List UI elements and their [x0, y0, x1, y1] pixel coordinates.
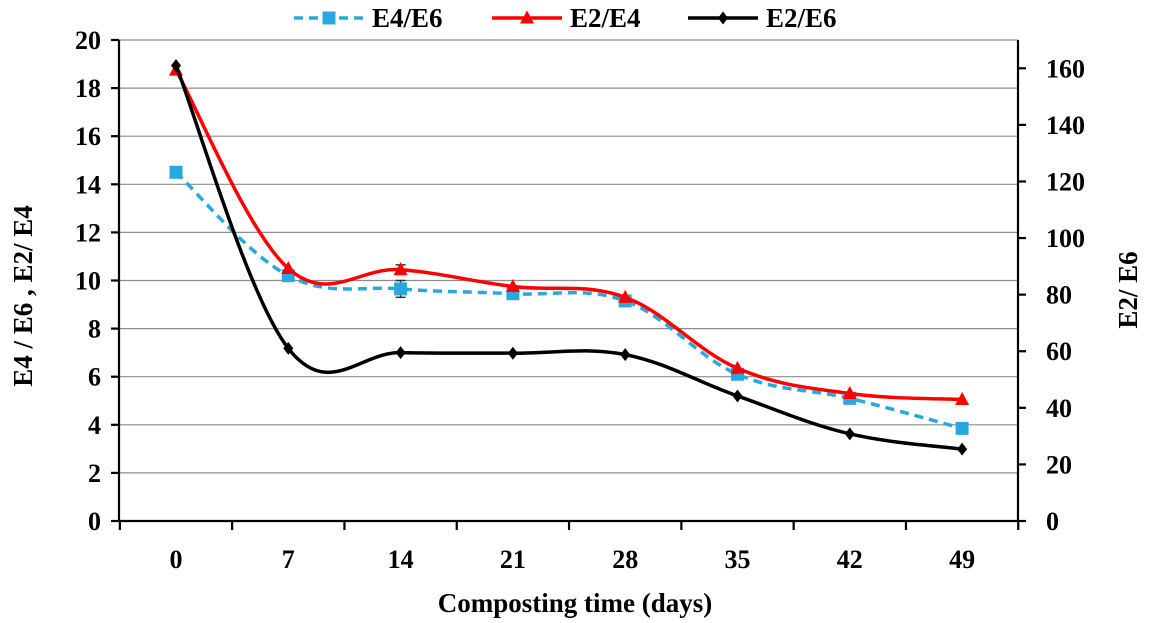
- left-y-tick-label: 12: [75, 218, 101, 247]
- x-tick-label: 7: [282, 545, 295, 574]
- data-point: [505, 279, 520, 293]
- series-line: [174, 170, 963, 431]
- right-y-axis-title: E2/ E6: [1113, 251, 1143, 328]
- left-y-tick-label: 20: [75, 26, 101, 55]
- legend-marker: [520, 10, 534, 24]
- data-point: [957, 442, 968, 456]
- legend-marker: [718, 11, 728, 25]
- x-tick-label: 35: [725, 545, 751, 574]
- data-point: [620, 348, 631, 362]
- data-point: [395, 346, 406, 360]
- left-y-tick-label: 0: [88, 507, 101, 536]
- series-e2-e6: [171, 58, 968, 456]
- left-y-tick-label: 6: [88, 363, 101, 392]
- x-tick-label: 21: [500, 545, 526, 574]
- legend-entry: E2/E4: [492, 3, 641, 33]
- data-point: [730, 360, 745, 374]
- data-point: [955, 392, 970, 406]
- x-axis-title: Composting time (days): [438, 588, 713, 618]
- axes: 0 2 4 6 8 10 12 14 16 18 20 0 20 40 60 80 100 120 140 160 0 7…: [75, 26, 1085, 574]
- right-y-tick-label: 40: [1046, 394, 1072, 423]
- right-y-tick-label: 160: [1046, 54, 1085, 83]
- legend: E4/E6 E2/E4 E2/E6: [294, 3, 837, 33]
- data-point: [283, 341, 294, 355]
- left-y-tick-label: 2: [88, 459, 101, 488]
- left-y-tick-label: 4: [88, 411, 101, 440]
- data-point: [955, 421, 969, 435]
- right-y-tick-label: 140: [1046, 111, 1085, 140]
- left-y-axis-title: E4 / E6 , E2/ E4: [8, 205, 38, 387]
- left-y-tick-label: 10: [75, 267, 101, 296]
- data-point: [732, 389, 743, 403]
- x-tick-label: 42: [837, 545, 863, 574]
- series-line: [174, 64, 963, 451]
- data-point: [394, 282, 408, 296]
- left-y-tick-label: 8: [88, 315, 101, 344]
- legend-label: E2/E4: [570, 3, 641, 33]
- x-tick-label: 28: [612, 545, 638, 574]
- data-point: [169, 165, 183, 179]
- right-y-tick-label: 80: [1046, 281, 1072, 310]
- right-y-tick-label: 20: [1046, 450, 1072, 479]
- data-point: [171, 58, 181, 72]
- data-point: [393, 262, 408, 276]
- legend-marker: [322, 11, 336, 25]
- legend-label: E4/E6: [372, 3, 443, 33]
- data-point: [507, 346, 518, 360]
- left-y-tick-label: 18: [75, 74, 101, 103]
- legend-entry: E4/E6: [294, 3, 443, 33]
- grid-lines: [119, 39, 1018, 474]
- x-tick-label: 0: [170, 545, 183, 574]
- data-point: [281, 260, 296, 274]
- series-line: [174, 69, 963, 402]
- legend-label: E2/E6: [766, 3, 837, 33]
- data-point: [844, 427, 855, 441]
- left-y-tick-label: 16: [75, 122, 101, 151]
- right-y-tick-label: 0: [1046, 507, 1059, 536]
- right-y-tick-label: 120: [1046, 167, 1085, 196]
- left-y-tick-label: 14: [75, 170, 101, 199]
- right-y-tick-label: 100: [1046, 224, 1085, 253]
- legend-entry: E2/E6: [688, 3, 837, 33]
- x-tick-label: 14: [388, 545, 414, 574]
- x-tick-label: 49: [949, 545, 975, 574]
- data-point: [618, 289, 633, 303]
- series-layer: [169, 58, 970, 456]
- right-y-tick-label: 60: [1046, 337, 1072, 366]
- data-point: [842, 386, 857, 400]
